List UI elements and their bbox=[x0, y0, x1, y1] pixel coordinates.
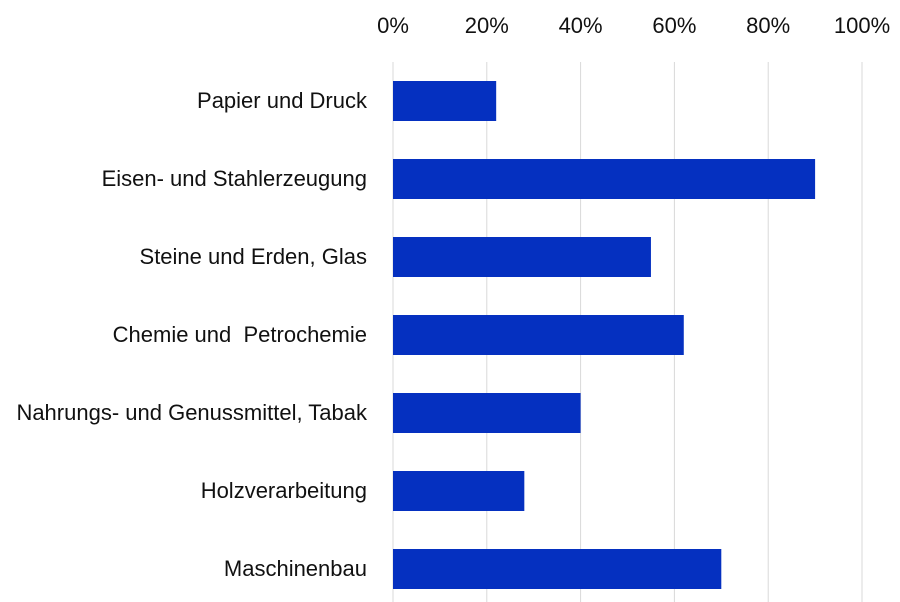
x-tick-label: 60% bbox=[652, 13, 696, 38]
bar bbox=[393, 471, 525, 511]
bar bbox=[393, 393, 581, 433]
bar bbox=[393, 159, 816, 199]
y-tick-label: Papier und Druck bbox=[197, 88, 367, 113]
y-tick-label: Nahrungs- und Genussmittel, Tabak bbox=[16, 400, 367, 425]
y-tick-label: Maschinenbau bbox=[223, 556, 367, 581]
y-tick-label: Chemie und Petrochemie bbox=[112, 322, 367, 347]
y-tick-label: Steine und Erden, Glas bbox=[139, 244, 367, 269]
bar bbox=[393, 315, 684, 355]
x-tick-label: 100% bbox=[834, 13, 890, 38]
y-tick-label: Holzverarbeitung bbox=[200, 478, 367, 503]
bar bbox=[393, 81, 497, 121]
x-tick-label: 20% bbox=[465, 13, 509, 38]
y-tick-label: Eisen- und Stahlerzeugung bbox=[101, 166, 367, 191]
bar bbox=[393, 237, 651, 277]
x-tick-label: 80% bbox=[746, 13, 790, 38]
x-tick-label: 0% bbox=[377, 13, 409, 38]
x-tick-label: 40% bbox=[559, 13, 603, 38]
bar bbox=[393, 549, 722, 589]
